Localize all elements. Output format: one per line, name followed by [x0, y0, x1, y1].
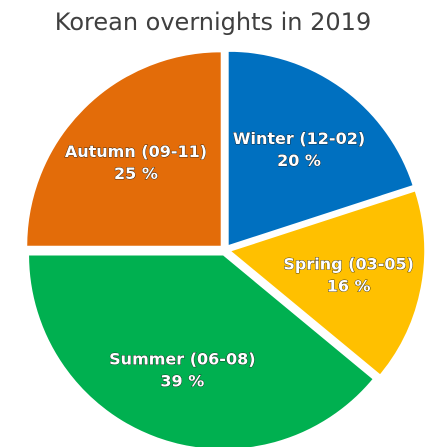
value-label: 39 %	[160, 371, 204, 390]
value-label: 20 %	[277, 151, 321, 170]
data-label: Spring (03-05) 16 %	[283, 255, 414, 296]
pie-slice	[228, 189, 426, 377]
category-label: Autumn (09-11)	[65, 142, 207, 161]
data-label: Winter (12-02) 20 %	[233, 129, 365, 170]
chart-title: Korean overnights in 2019	[55, 8, 371, 36]
category-label: Summer (06-08)	[109, 349, 255, 368]
pie-slice	[227, 50, 415, 247]
value-label: 25 %	[114, 164, 158, 183]
value-label: 16 %	[327, 277, 371, 296]
category-label: Spring (03-05)	[283, 255, 414, 274]
pie-slice	[27, 253, 375, 447]
data-label: Autumn (09-11) 25 %	[65, 142, 207, 183]
data-label: Summer (06-08) 39 %	[109, 349, 255, 390]
pie-slice	[25, 50, 223, 248]
category-label: Winter (12-02)	[233, 129, 365, 148]
